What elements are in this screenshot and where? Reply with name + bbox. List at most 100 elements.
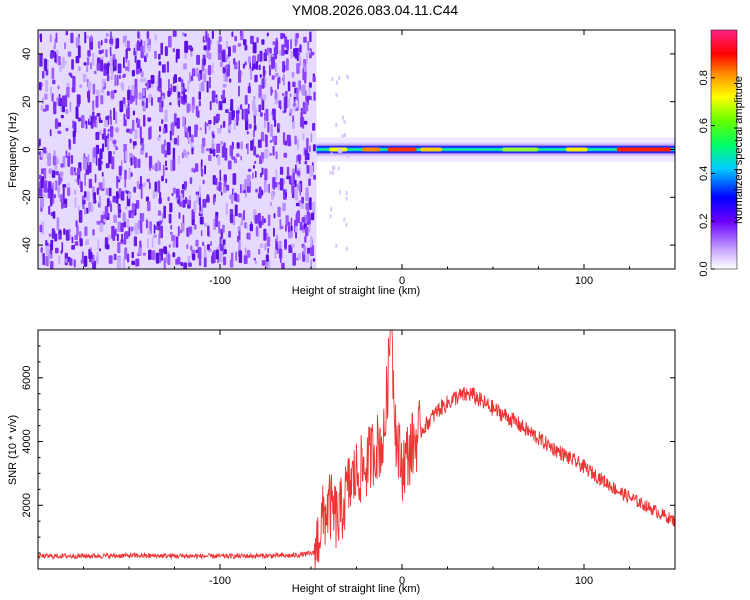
noise-speckle	[102, 177, 105, 189]
noise-speckle	[38, 138, 41, 147]
noise-speckle	[190, 245, 193, 251]
noise-speckle	[236, 153, 240, 158]
noise-speckle	[43, 108, 47, 112]
noise-speckle	[154, 181, 157, 192]
noise-speckle	[81, 251, 84, 260]
noise-speckle	[136, 181, 140, 189]
noise-speckle	[280, 225, 284, 229]
noise-speckle	[110, 90, 115, 99]
noise-speckle	[294, 47, 299, 59]
noise-speckle	[331, 76, 334, 81]
noise-speckle	[53, 101, 57, 115]
noise-speckle	[131, 69, 135, 77]
noise-speckle	[195, 191, 200, 196]
noise-speckle	[51, 93, 54, 102]
noise-speckle	[128, 226, 131, 237]
noise-speckle	[238, 213, 242, 218]
noise-speckle	[44, 93, 48, 100]
noise-speckle	[277, 206, 281, 218]
noise-speckle	[120, 222, 124, 232]
noise-speckle	[170, 224, 173, 230]
noise-speckle	[266, 32, 269, 37]
noise-speckle	[147, 44, 151, 52]
noise-speckle	[191, 147, 194, 155]
noise-speckle	[130, 231, 133, 235]
noise-speckle	[312, 123, 316, 131]
noise-speckle	[220, 140, 223, 145]
noise-speckle	[192, 253, 196, 261]
noise-speckle	[209, 76, 211, 89]
noise-speckle	[312, 144, 316, 152]
noise-speckle	[307, 152, 310, 161]
noise-speckle	[106, 74, 110, 82]
noise-speckle	[44, 58, 48, 72]
noise-speckle	[109, 56, 113, 66]
noise-speckle	[65, 94, 68, 108]
noise-speckle	[184, 33, 187, 37]
noise-speckle	[78, 210, 83, 223]
noise-speckle	[54, 119, 59, 129]
noise-speckle	[161, 64, 166, 73]
noise-speckle	[278, 100, 282, 109]
noise-speckle	[140, 50, 143, 58]
noise-speckle	[220, 191, 223, 196]
noise-speckle	[186, 103, 190, 113]
noise-speckle	[267, 214, 271, 227]
noise-speckle	[145, 219, 149, 229]
noise-speckle	[175, 258, 180, 265]
noise-speckle	[234, 36, 237, 42]
noise-speckle	[172, 122, 175, 128]
noise-speckle	[258, 104, 262, 113]
noise-speckle	[231, 156, 236, 160]
noise-speckle	[132, 141, 137, 146]
x-tick-label: -100	[209, 575, 231, 587]
noise-speckle	[227, 160, 232, 170]
noise-speckle	[241, 108, 244, 120]
noise-speckle	[312, 73, 316, 78]
noise-speckle	[335, 243, 338, 248]
noise-speckle	[207, 37, 211, 51]
noise-speckle	[234, 192, 237, 202]
noise-speckle	[38, 151, 42, 156]
noise-speckle	[109, 46, 112, 53]
noise-speckle	[75, 179, 78, 183]
noise-speckle	[179, 201, 183, 207]
noise-speckle	[272, 145, 275, 156]
noise-speckle	[188, 194, 192, 201]
noise-speckle	[112, 140, 117, 144]
noise-speckle	[278, 240, 282, 249]
noise-speckle	[145, 53, 149, 58]
noise-speckle	[266, 108, 269, 122]
noise-speckle	[161, 213, 164, 224]
noise-speckle	[293, 105, 297, 110]
noise-speckle	[59, 194, 63, 202]
noise-speckle	[87, 154, 90, 166]
noise-speckle	[307, 247, 311, 254]
noise-speckle	[121, 233, 123, 243]
noise-speckle	[306, 52, 309, 64]
noise-speckle	[56, 157, 60, 164]
noise-speckle	[199, 202, 201, 212]
noise-speckle	[142, 182, 146, 188]
noise-speckle	[162, 128, 166, 134]
noise-speckle	[298, 160, 301, 165]
noise-speckle	[221, 51, 226, 63]
noise-speckle	[166, 142, 171, 155]
noise-speckle	[54, 233, 58, 242]
noise-speckle	[68, 138, 71, 148]
noise-speckle	[106, 64, 110, 75]
noise-speckle	[157, 136, 161, 141]
noise-speckle	[274, 89, 277, 100]
noise-speckle	[307, 49, 311, 54]
noise-speckle	[50, 245, 52, 251]
noise-speckle	[190, 142, 193, 146]
noise-speckle	[345, 196, 348, 201]
noise-speckle	[228, 111, 232, 125]
noise-speckle	[300, 86, 304, 93]
noise-speckle	[107, 63, 110, 67]
noise-speckle	[154, 34, 157, 41]
noise-speckle	[282, 132, 286, 145]
noise-speckle	[296, 63, 300, 74]
noise-speckle	[341, 115, 344, 120]
noise-speckle	[85, 207, 89, 214]
